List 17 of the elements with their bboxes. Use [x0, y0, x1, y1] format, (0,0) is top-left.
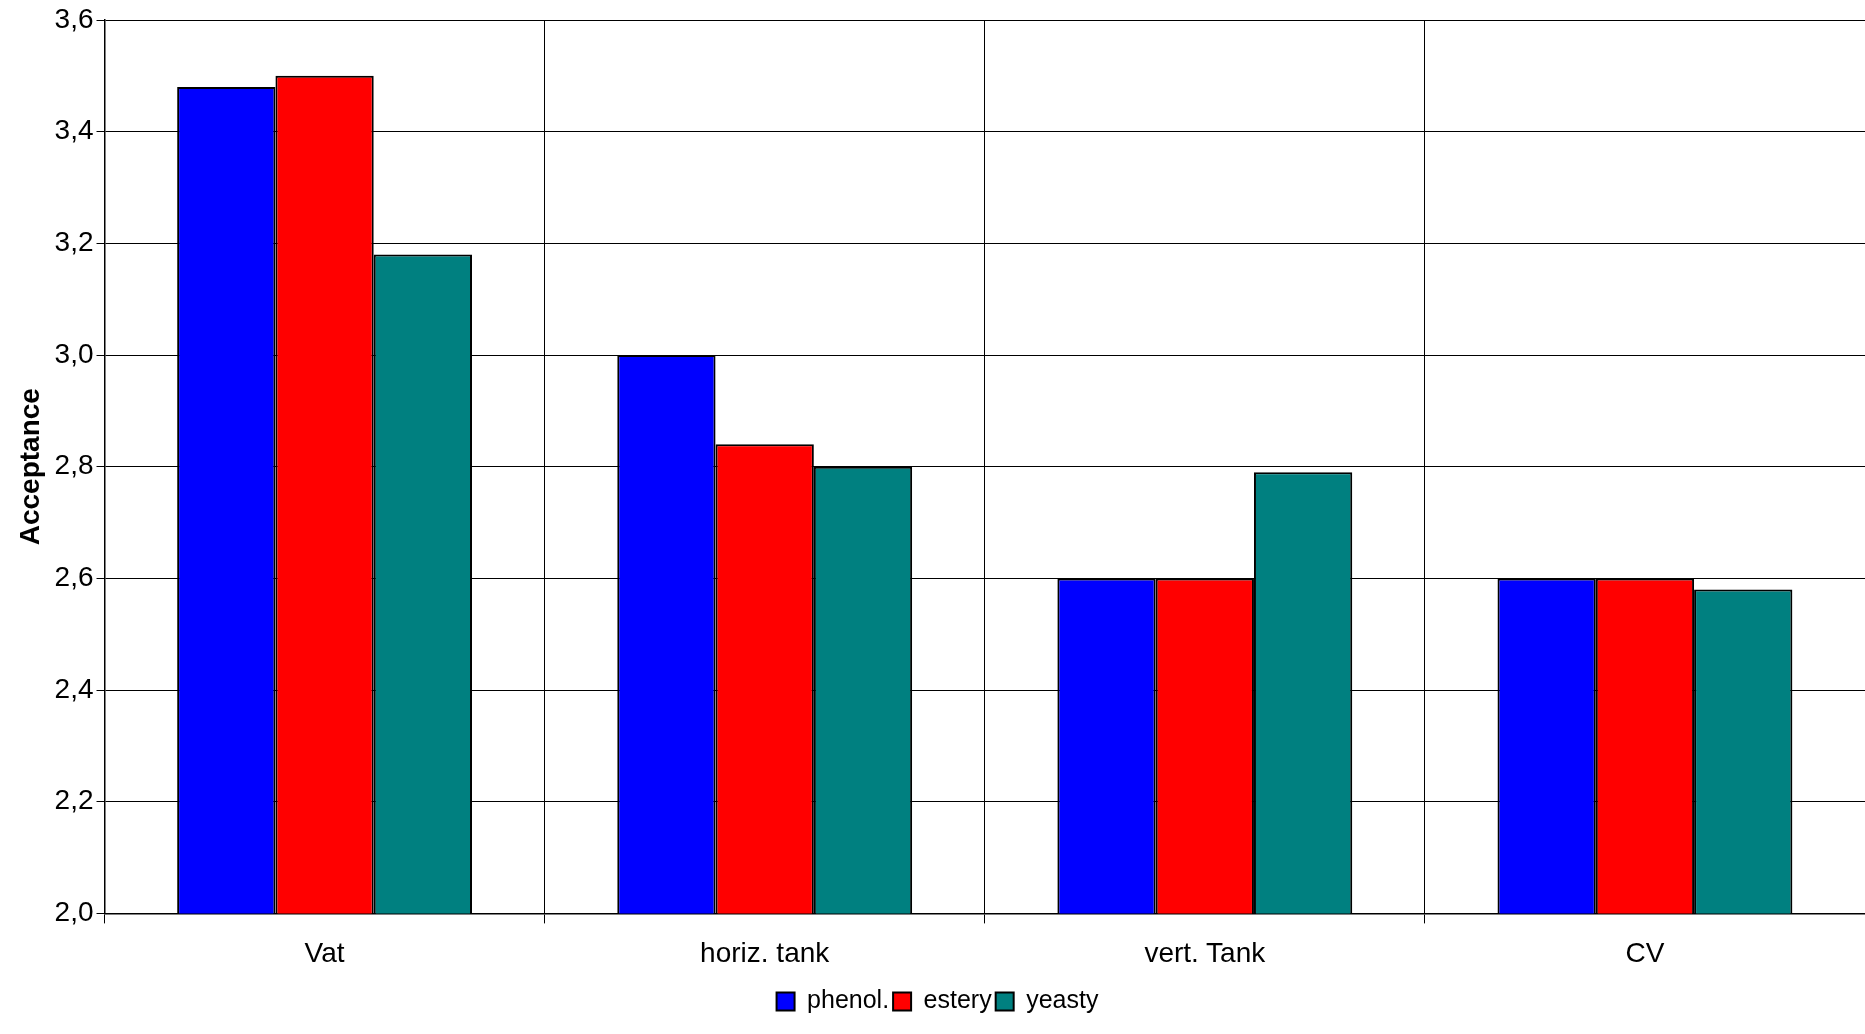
x-tick-label: vert. Tank — [1144, 936, 1267, 968]
y-tick-label: 2,0 — [54, 896, 94, 928]
x-tick-label: CV — [1625, 936, 1665, 968]
legend-label: estery — [923, 985, 993, 1014]
y-axis-title: Acceptance — [13, 388, 45, 546]
y-tick-label: 3,4 — [54, 114, 94, 146]
x-tick-label: Vat — [304, 936, 345, 968]
y-tick-label: 3,6 — [54, 2, 94, 34]
x-tick-label: horiz. tank — [700, 936, 831, 968]
y-tick-label: 2,8 — [54, 449, 94, 481]
y-tick-label: 2,2 — [54, 784, 94, 816]
legend-label: phenol. — [807, 985, 890, 1014]
y-tick-label: 3,2 — [54, 226, 94, 258]
y-tick-label: 2,4 — [54, 672, 94, 704]
y-tick-label: 2,6 — [54, 561, 94, 593]
legend-label: yeasty — [1026, 985, 1099, 1014]
y-tick-label: 3,0 — [54, 337, 94, 369]
